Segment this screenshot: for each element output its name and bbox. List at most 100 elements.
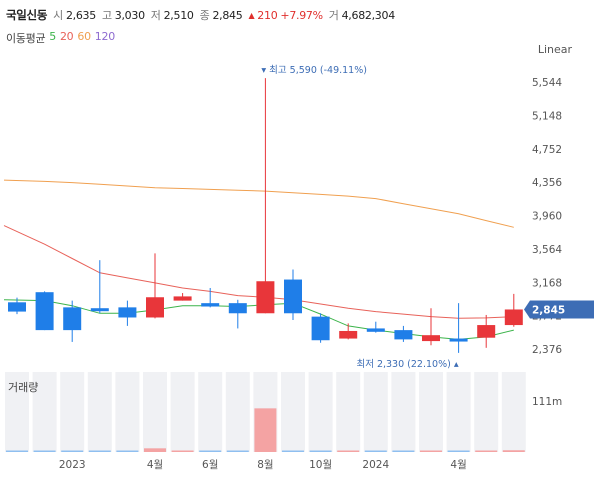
high-marker-label: ▾ 최고 5,590 (-49.11%) [261, 65, 367, 76]
candle-body [90, 308, 109, 312]
volume-chart-title: 거래량 [8, 381, 39, 394]
scale-toggle-button[interactable]: Linear [537, 43, 572, 56]
low-label: 저 [150, 9, 161, 22]
candle-body [256, 281, 275, 314]
volume-column-bg [474, 372, 499, 452]
candle [8, 297, 26, 315]
volume-bar [420, 450, 442, 452]
volume-column-bg [225, 372, 250, 452]
candle [201, 287, 220, 308]
candle-body [449, 338, 468, 342]
x-tick-label: 8월 [257, 459, 273, 471]
candle-body [504, 309, 523, 326]
ma20-legend[interactable]: 20 [59, 30, 74, 43]
volume-bar [309, 450, 332, 452]
candle-body [146, 297, 164, 318]
candle-body [311, 316, 330, 341]
volume-column-bg [60, 372, 85, 452]
volume-bar [88, 450, 111, 452]
open-value: 2,635 [65, 8, 96, 22]
triangle-up-icon: ▲ [248, 10, 255, 20]
x-tick-label: 4월 [147, 459, 163, 471]
price-header: 국일신동 시 2,635 고 3,030 저 2,510 종 2,845 ▲ 2… [6, 6, 398, 24]
volume-column-bg [115, 372, 140, 452]
volume-bar [171, 450, 194, 452]
volume-bar [254, 408, 277, 452]
candle [504, 293, 523, 327]
volume-label: 거 [328, 9, 339, 22]
volume-column-bg [419, 372, 443, 452]
volume-bar [337, 450, 360, 452]
candle [284, 269, 302, 321]
high-label: 고 [101, 9, 112, 22]
candle [118, 300, 137, 326]
candle [339, 323, 358, 340]
volume-column-bg [363, 372, 388, 452]
volume-bar [392, 450, 415, 452]
y-tick-label: 4,356 [532, 177, 562, 189]
volume-column-bg [5, 372, 29, 452]
candle-body [477, 325, 496, 338]
candle-body [35, 292, 54, 331]
change-pct: +7.97% [280, 8, 323, 22]
ma60-line [3, 179, 514, 228]
y-tick-label: 3,960 [532, 211, 562, 223]
volume-column-bg [87, 372, 112, 452]
current-price-tag [524, 300, 594, 319]
volume-bar [61, 450, 84, 452]
candle [477, 314, 496, 348]
volume-column-bg [308, 372, 333, 452]
stock-name: 국일신동 [6, 8, 48, 22]
close-value: 2,845 [212, 8, 243, 22]
volume-column-bg [446, 372, 471, 452]
ma120-legend[interactable]: 120 [94, 30, 115, 43]
candle-body [8, 302, 26, 312]
low-marker-label: 최저 2,330 (22.10%) ▴ [356, 359, 458, 370]
x-tick-label: 4월 [450, 459, 466, 471]
open-label: 시 [53, 9, 63, 22]
y-tick-label: 3,564 [532, 244, 562, 256]
candle-body [394, 330, 413, 340]
current-price-label: 2,845 [532, 304, 565, 316]
candle [422, 308, 440, 346]
x-tick-label: 10월 [309, 459, 332, 471]
candle-body [228, 303, 247, 314]
volume-bar [116, 450, 139, 452]
y-tick-label: 4,752 [532, 144, 562, 156]
volume-value: 4,682,304 [341, 8, 396, 22]
ma60-legend[interactable]: 60 [77, 30, 91, 43]
moving-average-legend[interactable]: 이동평균 5 20 60 120 [6, 30, 115, 46]
volume-column-bg [336, 372, 361, 452]
y-tick-label: 2,376 [532, 344, 562, 356]
candle-body [201, 303, 220, 307]
x-tick-label: 2024 [362, 459, 389, 471]
volume-bar [502, 450, 525, 452]
candle-body [422, 335, 440, 342]
moving-average-label: 이동평균 [6, 32, 46, 45]
candle [63, 300, 82, 342]
x-tick-label: 2023 [59, 459, 86, 471]
volume-column-bg [391, 372, 416, 452]
candle [449, 303, 468, 353]
candle-body [339, 330, 358, 339]
volume-column-bg [281, 372, 305, 452]
candle [35, 291, 54, 331]
low-value: 2,510 [163, 8, 194, 22]
candle [146, 253, 164, 319]
candle [90, 260, 109, 314]
volume-bar [364, 450, 387, 452]
candle-body [173, 296, 192, 301]
candle [228, 299, 247, 329]
y-tick-label: 3,168 [532, 277, 562, 289]
volume-bar [226, 450, 249, 452]
high-value: 3,030 [114, 8, 145, 22]
candle-body [284, 279, 302, 314]
volume-bar [144, 448, 166, 452]
volume-bar [447, 450, 470, 452]
candle [366, 321, 385, 333]
x-tick-label: 6월 [202, 459, 218, 471]
volume-bar [6, 450, 28, 452]
ma5-legend[interactable]: 5 [49, 30, 56, 43]
volume-tick-label: 111m [532, 396, 562, 408]
